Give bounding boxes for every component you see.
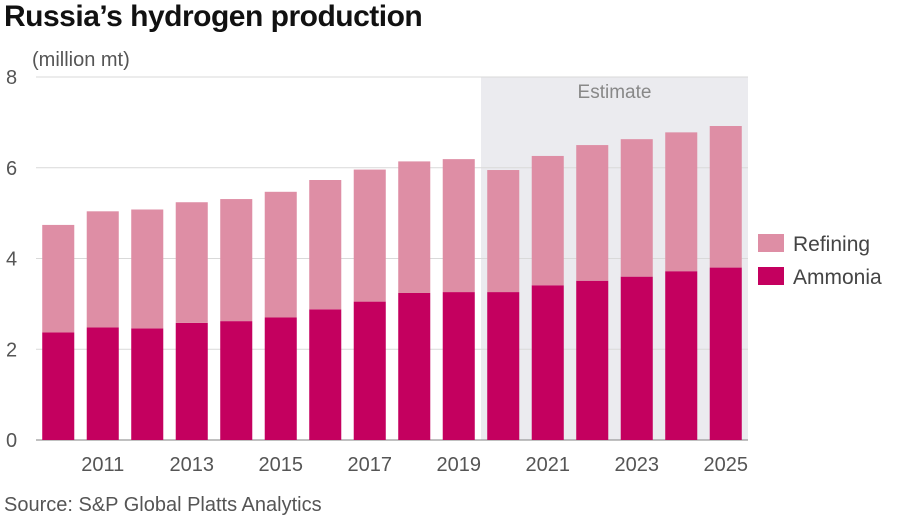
bar-ammonia-2019 bbox=[442, 292, 475, 440]
bar-refining-2013 bbox=[175, 202, 208, 323]
bar-refining-2017 bbox=[353, 169, 386, 302]
y-axis-unit-label: (million mt) bbox=[32, 49, 130, 71]
x-tick-label-2015: 2015 bbox=[259, 454, 304, 476]
bar-ammonia-2010 bbox=[42, 332, 75, 440]
source-note: Source: S&P Global Platts Analytics bbox=[4, 494, 322, 516]
bar-refining-2023 bbox=[620, 139, 653, 277]
x-tick-label-2021: 2021 bbox=[526, 454, 571, 476]
x-tick-label-2017: 2017 bbox=[348, 454, 393, 476]
y-tick-label-8: 8 bbox=[6, 67, 17, 89]
bar-refining-2016 bbox=[309, 180, 342, 310]
bar-ammonia-2021 bbox=[531, 285, 564, 440]
bar-ammonia-2020 bbox=[487, 292, 520, 440]
bar-ammonia-2012 bbox=[131, 328, 164, 440]
x-tick-label-2013: 2013 bbox=[170, 454, 215, 476]
bar-refining-2024 bbox=[665, 132, 698, 272]
bar-ammonia-2011 bbox=[86, 327, 119, 440]
bars bbox=[42, 126, 742, 440]
bar-refining-2014 bbox=[220, 199, 253, 322]
legend-label-ammonia: Ammonia bbox=[793, 266, 882, 289]
bar-refining-2015 bbox=[264, 191, 297, 318]
bar-refining-2021 bbox=[531, 155, 564, 286]
y-tick-label-6: 6 bbox=[6, 158, 17, 180]
legend-swatch-refining bbox=[758, 234, 784, 252]
y-tick-label-0: 0 bbox=[6, 430, 17, 452]
bar-refining-2020 bbox=[487, 170, 520, 293]
x-tick-label-2019: 2019 bbox=[437, 454, 482, 476]
bar-refining-2025 bbox=[709, 126, 742, 268]
legend-label-refining: Refining bbox=[793, 233, 870, 256]
x-tick-label-2025: 2025 bbox=[704, 454, 749, 476]
bar-ammonia-2016 bbox=[309, 309, 342, 440]
chart-title: Russia’s hydrogen production bbox=[4, 0, 423, 33]
bar-refining-2010 bbox=[42, 224, 75, 333]
bar-refining-2019 bbox=[442, 159, 475, 293]
legend-swatch-ammonia bbox=[758, 267, 784, 285]
legend: Refining Ammonia bbox=[758, 233, 882, 289]
bar-ammonia-2025 bbox=[709, 267, 742, 440]
bar-ammonia-2013 bbox=[175, 322, 208, 440]
bar-ammonia-2022 bbox=[576, 280, 609, 440]
x-tick-label-2023: 2023 bbox=[615, 454, 660, 476]
bar-ammonia-2024 bbox=[665, 271, 698, 440]
bar-ammonia-2017 bbox=[353, 301, 386, 440]
bar-refining-2011 bbox=[86, 211, 119, 328]
y-tick-label-4: 4 bbox=[6, 249, 17, 271]
bar-ammonia-2015 bbox=[264, 317, 297, 440]
y-tick-label-2: 2 bbox=[6, 339, 17, 361]
estimate-label: Estimate bbox=[578, 82, 652, 103]
bar-ammonia-2023 bbox=[620, 276, 653, 440]
bar-ammonia-2014 bbox=[220, 321, 253, 440]
bar-refining-2012 bbox=[131, 209, 164, 329]
axes: 0 2 4 6 8 (million mt) 2011 2013 2015 2017 2019 202… bbox=[6, 49, 748, 476]
bar-refining-2018 bbox=[398, 161, 431, 293]
bar-refining-2022 bbox=[576, 145, 609, 281]
bar-ammonia-2018 bbox=[398, 292, 431, 440]
x-tick-label-2011: 2011 bbox=[81, 454, 124, 476]
